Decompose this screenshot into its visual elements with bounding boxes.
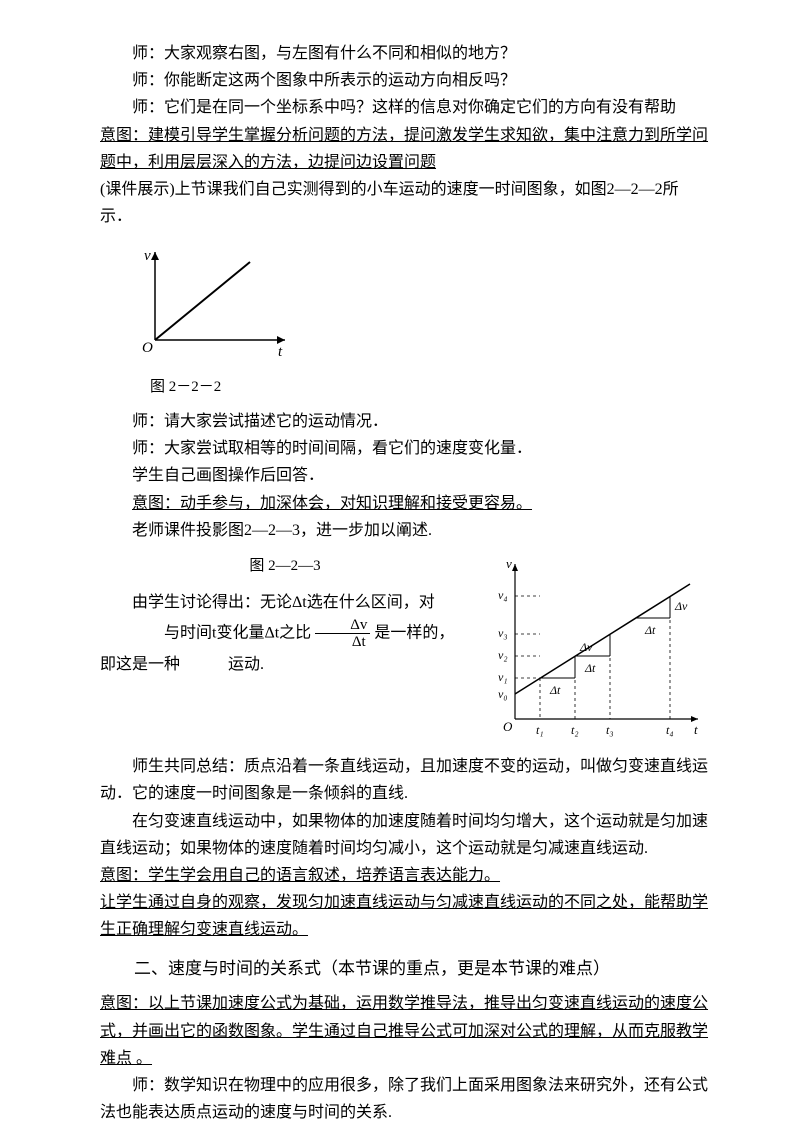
intent-2: 意图：动手参与，加深体会，对知识理解和接受更容易。 [100,490,710,517]
discuss-d: 运动. [228,656,264,673]
teacher-line-1: 师：大家观察右图，与左图有什么不同和相似的地方？ [100,40,710,67]
projector-line: 老师课件投影图2—2—3，进一步加以阐述. [100,517,710,544]
intent-4: 意图：以上节课加速度公式为基础，运用数学推导法，推导出匀变速直线运动的速度公式，… [100,990,710,1072]
svg-text:O: O [503,719,513,734]
svg-text:v₀: v₀ [498,687,508,701]
frac-num: Δv [315,617,370,635]
figure-2-2-2-caption: 图 2－2－2 [150,375,710,401]
svg-text:t₂: t₂ [571,723,579,737]
svg-text:v: v [506,556,512,571]
svg-text:Δt: Δt [644,623,656,637]
y-axis-label: v [144,248,151,264]
svg-text:t₁: t₁ [536,723,544,737]
teacher-line-3: 师：它们是在同一个坐标系中吗？这样的信息对你确定它们的方向有没有帮助 [100,94,710,121]
svg-text:t₃: t₃ [606,723,614,737]
svg-text:v₃: v₃ [498,626,508,640]
svg-text:Δv: Δv [674,599,688,613]
svg-text:Δv: Δv [579,640,593,654]
courseware-line: (课件展示)上节课我们自己实测得到的小车运动的速度一时间图象，如图2—2—2所示… [100,176,710,230]
intent-3a: 意图：学生学会用自己的语言叙述，培养语言表达能力。 [100,862,710,889]
axis-origin: O [142,340,153,356]
student-line-7: 学生自己画图操作后回答． [100,462,710,489]
intent-3b: 让学生通过自身的观察，发现匀加速直线运动与匀减速直线运动的不同之处，能帮助学生正… [100,889,710,943]
frac-den: Δt [315,634,370,651]
intent-1: 意图：建模引导学生掌握分析问题的方法，提问激发学生求知欲，集中注意力到所学问题中… [100,122,710,176]
discuss-b: 与时间t变化量Δt之比 [164,624,311,641]
teacher-line-11: 师：数学知识在物理中的应用很多，除了我们上面采用图象法来研究外，还有公式法也能表… [100,1072,710,1126]
svg-text:Δt: Δt [549,683,561,697]
svg-text:v₁: v₁ [498,670,508,684]
figure-2-2-3: Δt Δt Δv Δt Δv O t v t₁ t₂ t₃ t₄ v₀ v₁ v… [480,554,710,753]
teacher-line-2: 师：你能断定这两个图象中所表示的运动方向相反吗？ [100,67,710,94]
teacher-line-6: 师：大家尝试取相等的时间间隔，看它们的速度变化量． [100,435,710,462]
teacher-line-5: 师：请大家尝试描述它的运动情况． [100,408,710,435]
svg-text:t₄: t₄ [666,723,674,737]
svg-text:v₄: v₄ [498,588,508,602]
svg-text:v₂: v₂ [498,648,508,662]
summary-line-1: 师生共同总结：质点沿着一条直线运动，且加速度不变的运动，叫做匀变速直线运动．它的… [100,753,710,807]
svg-text:t: t [694,722,698,737]
figure-2-2-2: O t v [130,240,710,369]
svg-text:Δt: Δt [584,661,596,675]
summary-line-2: 在匀变速直线运动中，如果物体的加速度随着时间均匀增大，这个运动就是匀加速直线运动… [100,808,710,862]
section-2-title: 二、速度与时间的关系式（本节课的重点，更是本节课的难点） [100,955,710,984]
discuss-a: 由学生讨论得出：无论Δt选在什么区间，对 [132,594,435,611]
fraction-dv-dt: Δv Δt [315,617,370,651]
x-axis-label: t [278,344,283,360]
